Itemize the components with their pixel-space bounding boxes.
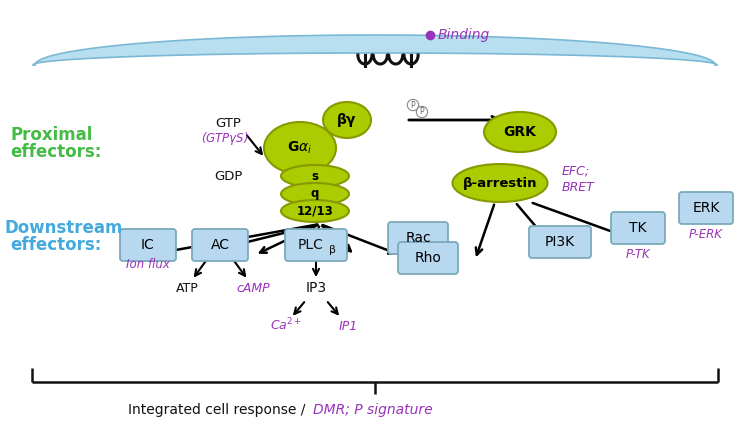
Text: EFC;: EFC; — [562, 165, 590, 178]
Text: Ion flux: Ion flux — [126, 258, 170, 271]
Text: PI3K: PI3K — [545, 235, 575, 249]
Text: Binding: Binding — [438, 28, 491, 42]
Ellipse shape — [264, 122, 336, 174]
Text: P-TK: P-TK — [626, 248, 650, 261]
Text: ERK: ERK — [692, 201, 720, 215]
Text: G$\alpha_i$: G$\alpha_i$ — [287, 140, 313, 156]
Ellipse shape — [281, 183, 349, 205]
Text: effectors:: effectors: — [10, 236, 101, 254]
Text: (GTP$\gamma$S): (GTP$\gamma$S) — [201, 130, 249, 147]
Text: IP3: IP3 — [305, 281, 326, 295]
Text: β-arrestin: β-arrestin — [463, 177, 537, 190]
Text: DMR; P signature: DMR; P signature — [313, 403, 433, 417]
Text: β: β — [328, 245, 335, 255]
Text: GDP: GDP — [214, 170, 242, 183]
Ellipse shape — [281, 200, 349, 222]
FancyBboxPatch shape — [529, 226, 591, 258]
Text: q: q — [310, 187, 320, 201]
Text: Rac: Rac — [405, 231, 430, 245]
Polygon shape — [33, 35, 717, 65]
Text: ATP: ATP — [176, 282, 198, 295]
FancyBboxPatch shape — [388, 222, 448, 254]
Text: effectors:: effectors: — [10, 143, 101, 161]
FancyBboxPatch shape — [679, 192, 733, 224]
Ellipse shape — [484, 112, 556, 152]
Text: Ca$^{2+}$: Ca$^{2+}$ — [270, 316, 302, 333]
Text: Integrated cell response /: Integrated cell response / — [128, 403, 310, 417]
Text: P: P — [420, 107, 424, 117]
FancyBboxPatch shape — [611, 212, 665, 244]
Text: GRK: GRK — [503, 125, 536, 139]
FancyBboxPatch shape — [398, 242, 458, 274]
Text: Proximal: Proximal — [10, 126, 92, 144]
Ellipse shape — [281, 165, 349, 187]
FancyBboxPatch shape — [285, 229, 347, 261]
Text: cAMP: cAMP — [236, 282, 270, 295]
Text: P-ERK: P-ERK — [689, 228, 723, 241]
Text: BRET: BRET — [562, 181, 595, 194]
Text: TK: TK — [629, 221, 646, 235]
FancyBboxPatch shape — [192, 229, 248, 261]
Text: GTP: GTP — [215, 117, 241, 130]
FancyBboxPatch shape — [120, 229, 176, 261]
Ellipse shape — [452, 164, 548, 202]
Text: P: P — [411, 101, 416, 110]
Text: Downstream: Downstream — [5, 219, 123, 237]
Text: s: s — [311, 169, 319, 182]
Text: AC: AC — [211, 238, 230, 252]
Text: βγ: βγ — [338, 113, 357, 127]
Ellipse shape — [323, 102, 371, 138]
Text: IP1: IP1 — [338, 320, 358, 333]
Text: IC: IC — [141, 238, 154, 252]
Text: Rho: Rho — [415, 251, 442, 265]
Text: 12/13: 12/13 — [296, 204, 333, 218]
Text: PLC: PLC — [298, 238, 324, 252]
